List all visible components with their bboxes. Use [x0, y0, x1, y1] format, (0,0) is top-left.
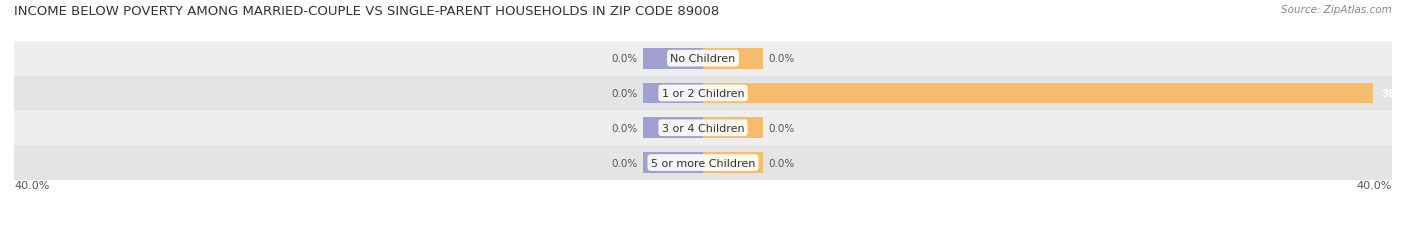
Bar	[703, 83, 1374, 104]
Text: No Children: No Children	[671, 54, 735, 64]
Text: 0.0%: 0.0%	[769, 158, 794, 168]
Text: 0.0%: 0.0%	[612, 54, 637, 64]
Bar	[14, 42, 1392, 76]
Bar	[703, 49, 763, 69]
Text: 0.0%: 0.0%	[612, 158, 637, 168]
Text: 0.0%: 0.0%	[612, 88, 637, 99]
Text: 5 or more Children: 5 or more Children	[651, 158, 755, 168]
Text: Source: ZipAtlas.com: Source: ZipAtlas.com	[1281, 5, 1392, 15]
Text: 38.9%: 38.9%	[1382, 88, 1406, 99]
Text: 3 or 4 Children: 3 or 4 Children	[662, 123, 744, 133]
Text: 1 or 2 Children: 1 or 2 Children	[662, 88, 744, 99]
Text: 0.0%: 0.0%	[769, 54, 794, 64]
Text: 0.0%: 0.0%	[769, 123, 794, 133]
Bar	[703, 152, 763, 173]
Bar	[643, 83, 703, 104]
Text: 0.0%: 0.0%	[612, 123, 637, 133]
Bar	[14, 111, 1392, 146]
Bar	[14, 76, 1392, 111]
Text: INCOME BELOW POVERTY AMONG MARRIED-COUPLE VS SINGLE-PARENT HOUSEHOLDS IN ZIP COD: INCOME BELOW POVERTY AMONG MARRIED-COUPL…	[14, 5, 720, 18]
Bar	[703, 118, 763, 139]
Text: 40.0%: 40.0%	[14, 180, 49, 190]
Text: 40.0%: 40.0%	[1357, 180, 1392, 190]
Bar	[643, 118, 703, 139]
Bar	[643, 152, 703, 173]
Bar	[643, 49, 703, 69]
Bar	[14, 146, 1392, 180]
